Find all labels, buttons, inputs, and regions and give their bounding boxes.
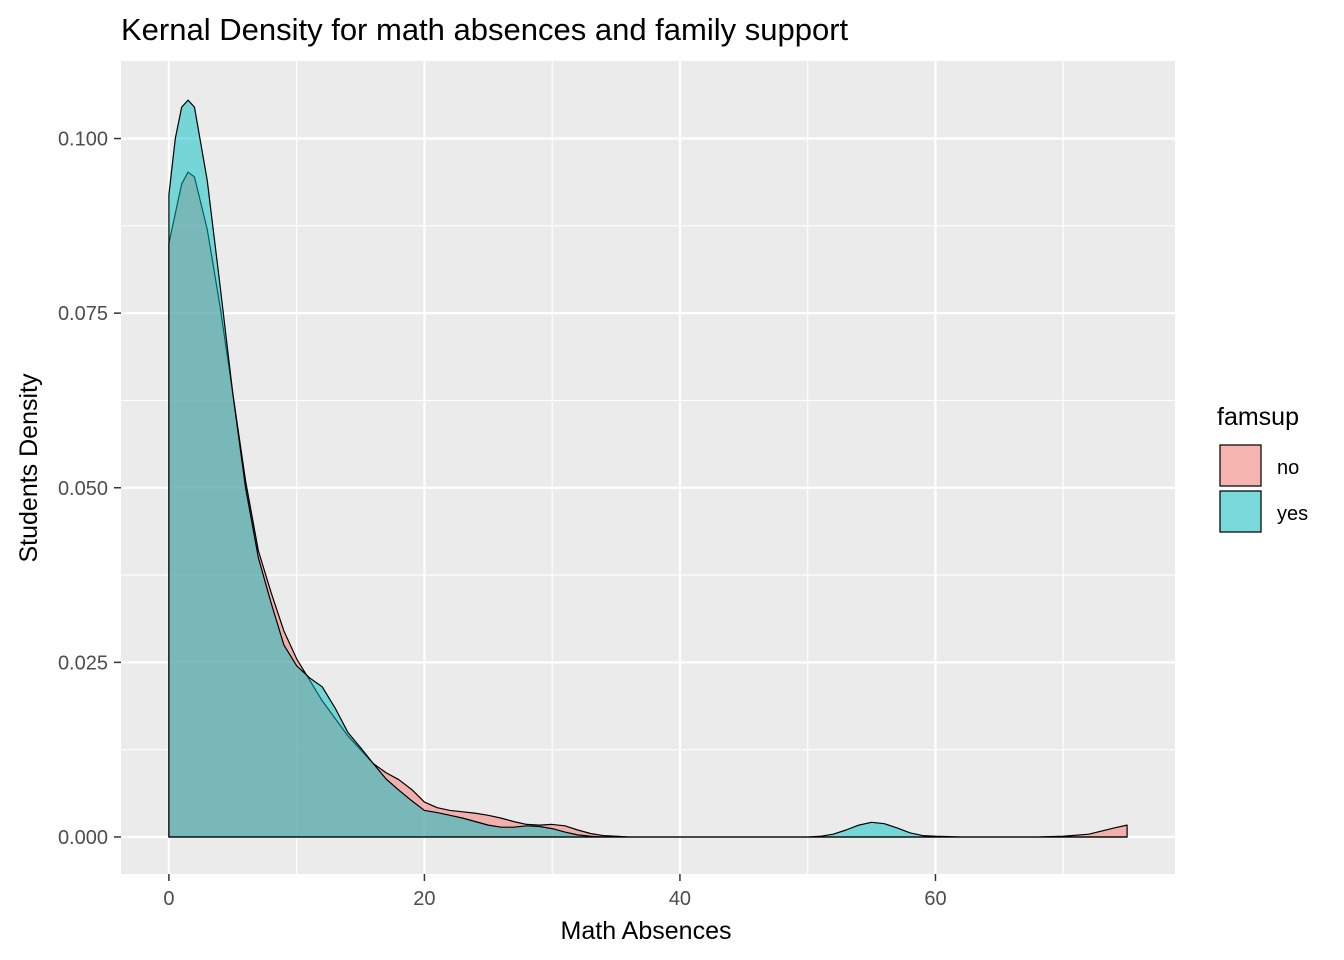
x-tick-label: 60 [924, 888, 946, 910]
x-axis-title: Math Absences [561, 917, 732, 945]
legend-keys: no yes [1219, 444, 1308, 533]
legend-label-no: no [1277, 457, 1299, 479]
plot-panel [121, 61, 1175, 874]
y-tick-label: 0.100 [58, 129, 108, 151]
density-areas [168, 99, 1128, 838]
x-tick-label: 40 [669, 888, 691, 910]
y-axis: 0.000 0.025 0.050 0.075 0.100 [58, 129, 121, 849]
chart-title: Kernal Density for math absences and fam… [121, 12, 849, 47]
y-tick-label: 0.025 [58, 652, 108, 674]
x-tick-label: 20 [413, 888, 435, 910]
x-tick-label: 0 [163, 888, 174, 910]
y-tick-label: 0.050 [58, 478, 108, 500]
legend-swatch-yes [1219, 490, 1262, 533]
y-tick-label: 0.075 [58, 303, 108, 325]
legend-swatch-no [1219, 444, 1262, 487]
y-axis-title: Students Density [15, 373, 43, 562]
y-tick-label: 0.000 [58, 827, 108, 849]
legend-label-yes: yes [1277, 503, 1308, 525]
legend-title: famsup [1217, 403, 1299, 431]
density-area-yes [168, 99, 1128, 838]
legend: famsup no yes [1217, 403, 1308, 533]
x-axis: 0 20 40 60 [163, 874, 947, 910]
